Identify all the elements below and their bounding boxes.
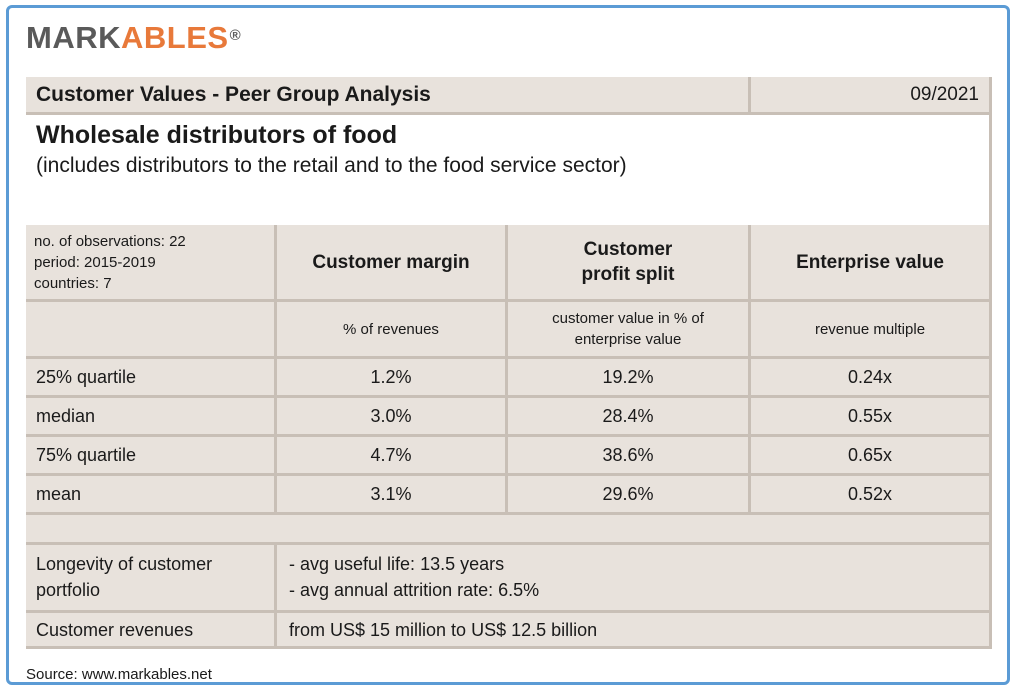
revenues-label: Customer revenues <box>36 620 194 640</box>
report-title: Customer Values - Peer Group Analysis <box>36 83 431 106</box>
profit-split-value: 19.2% <box>602 366 654 387</box>
header-title-cell: Customer Values - Peer Group Analysis <box>26 77 751 115</box>
title-block: Wholesale distributors of food (includes… <box>26 115 992 225</box>
row-label-cell: median <box>26 398 277 437</box>
revenues-value: from US$ 15 million to US$ 12.5 billion <box>289 620 598 640</box>
value-cell: 0.65x <box>751 437 992 476</box>
value-cell: 0.52x <box>751 476 992 515</box>
period-range: period: 2015-2019 <box>34 254 156 271</box>
longevity-label: Longevity of customer portfolio <box>36 551 212 603</box>
value-cell: 0.55x <box>751 398 992 437</box>
longevity-label-line2: portfolio <box>36 580 101 600</box>
row-label: 25% quartile <box>36 367 137 387</box>
useful-life: - avg useful life: 13.5 years <box>289 554 505 574</box>
revenues-label-cell: Customer revenues <box>26 613 277 649</box>
enterprise-value-value: 0.55x <box>847 405 893 426</box>
row-label-cell: 75% quartile <box>26 437 277 476</box>
longevity-value-cell: - avg useful life: 13.5 years - avg annu… <box>277 545 992 613</box>
observations-count: no. of observations: 22 <box>34 233 186 250</box>
sector-subtitle: (includes distributors to the retail and… <box>36 154 627 177</box>
value-cell: 3.0% <box>277 398 508 437</box>
column-header-enterprise-value: Enterprise value <box>751 225 992 302</box>
value-cell: 19.2% <box>508 359 751 398</box>
meta-cell: no. of observations: 22 period: 2015-201… <box>26 225 277 302</box>
profit-split-value: 28.4% <box>602 405 654 426</box>
column-header-customer-margin: Customer margin <box>277 225 508 302</box>
profit-split-value: 38.6% <box>602 444 654 465</box>
customer-margin-value: 1.2% <box>370 366 412 387</box>
unit-profit-split: customer value in % of enterprise value <box>508 302 751 359</box>
revenues-value-cell: from US$ 15 million to US$ 12.5 billion <box>277 613 992 649</box>
value-cell: 38.6% <box>508 437 751 476</box>
enterprise-value-value: 0.65x <box>847 444 893 465</box>
report-date: 09/2021 <box>910 84 979 105</box>
header-date-cell: 09/2021 <box>751 77 992 115</box>
sample-info: no. of observations: 22 period: 2015-201… <box>34 231 186 294</box>
unit-text: revenue multiple <box>814 320 926 338</box>
longevity-values: - avg useful life: 13.5 years - avg annu… <box>289 551 539 603</box>
customer-margin-value: 3.0% <box>370 405 412 426</box>
markables-logo: MARKABLES® <box>26 20 241 56</box>
column-title-line1: Customer margin <box>312 251 470 273</box>
unit-text-line2: enterprise value <box>574 331 682 348</box>
row-label: mean <box>36 484 82 504</box>
row-label-cell: mean <box>26 476 277 515</box>
customer-margin-value: 3.1% <box>370 483 412 504</box>
logo-ables: ABLES <box>121 20 229 55</box>
column-title-line1: Customer <box>583 239 673 260</box>
sector-title: Wholesale distributors of food <box>36 121 398 149</box>
value-cell: 3.1% <box>277 476 508 515</box>
column-header-profit-split: Customer profit split <box>508 225 751 302</box>
value-cell: 29.6% <box>508 476 751 515</box>
enterprise-value-value: 0.24x <box>847 366 893 387</box>
countries-count: countries: 7 <box>34 275 112 292</box>
row-label: 75% quartile <box>36 445 137 465</box>
value-cell: 28.4% <box>508 398 751 437</box>
unit-text-line1: customer value in % of <box>552 310 704 327</box>
source-note: Source: www.markables.net <box>26 666 212 683</box>
attrition-rate: - avg annual attrition rate: 6.5% <box>289 580 540 600</box>
value-cell: 1.2% <box>277 359 508 398</box>
longevity-label-cell: Longevity of customer portfolio <box>26 545 277 613</box>
unit-label-cell <box>26 302 277 359</box>
customer-margin-value: 4.7% <box>370 444 412 465</box>
column-title-line1: Enterprise value <box>796 251 944 273</box>
enterprise-value-value: 0.52x <box>847 483 893 504</box>
row-label-cell: 25% quartile <box>26 359 277 398</box>
value-cell: 4.7% <box>277 437 508 476</box>
unit-enterprise-value: revenue multiple <box>751 302 992 359</box>
row-label: median <box>36 406 96 426</box>
spacer-row <box>26 515 992 545</box>
longevity-label-line1: Longevity of customer <box>36 554 213 574</box>
unit-customer-margin: % of revenues <box>277 302 508 359</box>
value-cell: 0.24x <box>751 359 992 398</box>
logo-mark: MARK <box>26 20 121 55</box>
unit-text: % of revenues <box>343 320 439 338</box>
profit-split-value: 29.6% <box>602 483 654 504</box>
column-title-line2: profit split <box>581 264 675 285</box>
registered-mark: ® <box>229 27 242 44</box>
